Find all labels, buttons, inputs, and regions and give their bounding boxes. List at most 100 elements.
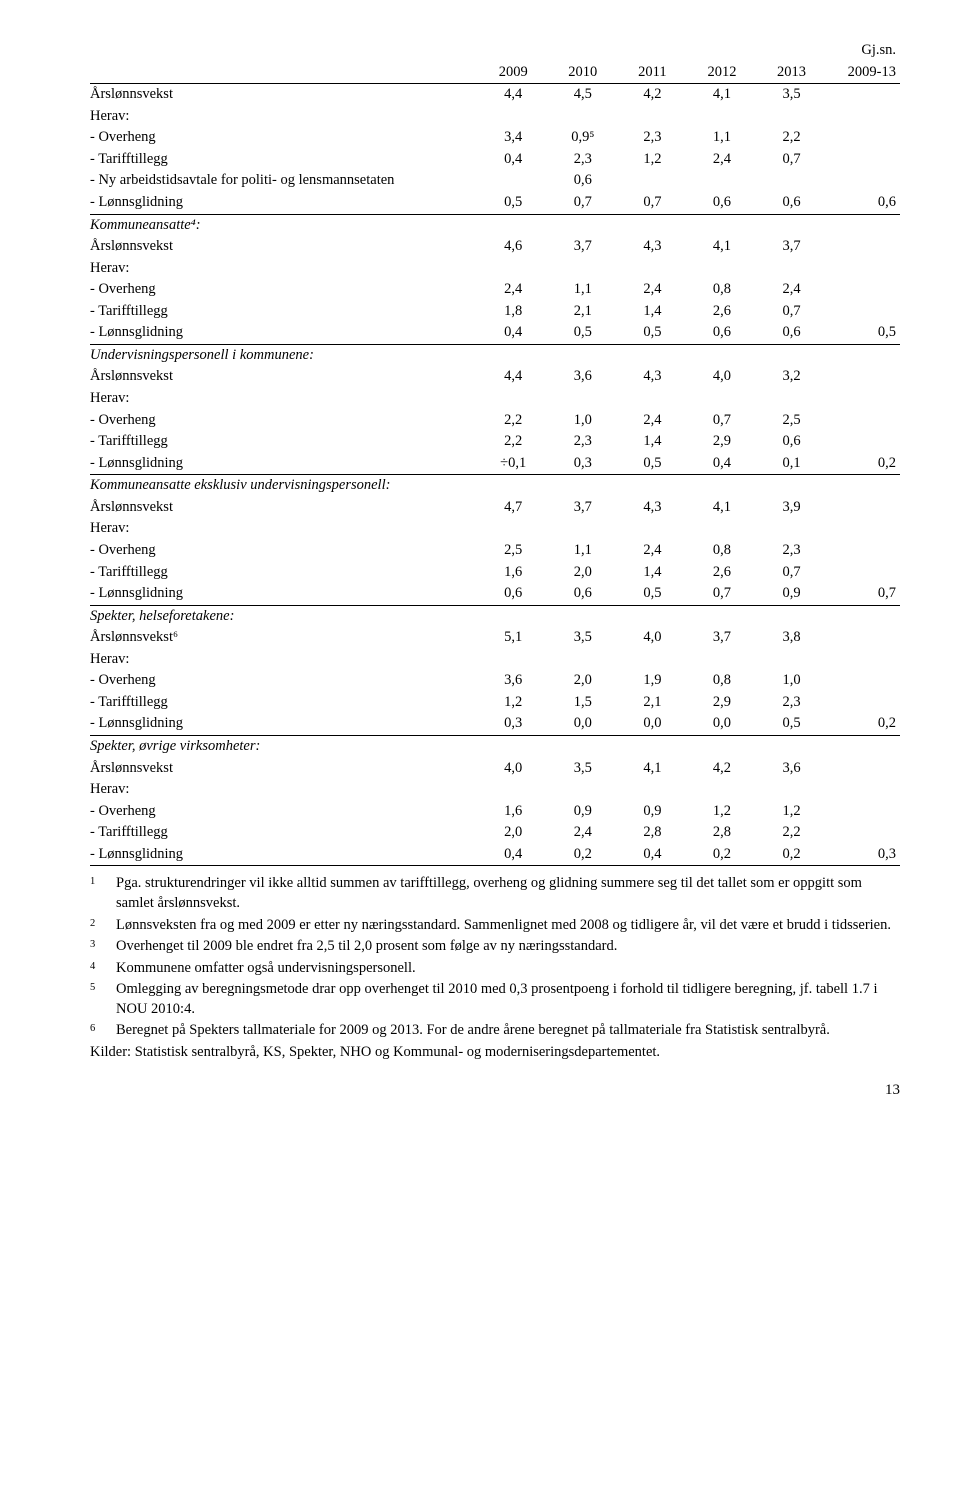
cell-value: 3,8 [757,627,827,649]
cell-value: 2,4 [618,279,688,301]
section-title: Kommuneansatte eksklusiv undervisningspe… [90,475,478,497]
cell-value: 0,2 [548,844,618,866]
footnote-text: Omlegging av beregningsmetode drar opp o… [116,980,900,1019]
cell-value: 1,4 [618,431,688,453]
header-avg-top: Gj.sn. [826,40,900,62]
cell-value: 2,8 [687,822,757,844]
cell-value: 0,9 [548,801,618,823]
cell-avg [826,540,900,562]
cell-value: 3,4 [478,127,548,149]
cell-avg [826,822,900,844]
cell-value: 1,8 [478,301,548,323]
cell-avg [826,236,900,258]
cell-value: 1,1 [548,540,618,562]
section-title: Kommuneansatte⁴: [90,214,478,236]
footnote-mark: 6 [90,1021,116,1041]
footnote-mark: 1 [90,874,116,913]
cell-value: 1,2 [687,801,757,823]
cell-value: 1,6 [478,562,548,584]
cell-avg [826,301,900,323]
cell-value: 2,3 [618,127,688,149]
cell-value [548,518,618,540]
cell-value: 2,0 [478,822,548,844]
cell-value: 2,3 [548,149,618,171]
cell-value: 0,3 [478,713,548,735]
row-label: - Overheng [90,801,478,823]
cell-value: 0,6 [548,583,618,605]
row-label: - Ny arbeidstidsavtale for politi- og le… [90,170,478,192]
cell-value: 1,1 [548,279,618,301]
header-year: 2012 [687,62,757,84]
cell-value: 0,7 [757,301,827,323]
cell-value: 0,7 [687,583,757,605]
cell-value [757,258,827,280]
header-year: 2010 [548,62,618,84]
cell-value: 5,1 [478,627,548,649]
cell-value: 2,2 [478,431,548,453]
cell-avg [826,649,900,671]
cell-value: 0,4 [618,844,688,866]
cell-value: 1,2 [618,149,688,171]
cell-value [687,170,757,192]
cell-value: 2,0 [548,670,618,692]
cell-value: 0,4 [687,453,757,475]
row-label: - Overheng [90,540,478,562]
cell-avg [826,149,900,171]
footnote-text: Overhenget til 2009 ble endret fra 2,5 t… [116,937,900,957]
cell-value [548,258,618,280]
cell-value: 0,5 [618,453,688,475]
cell-value: 4,2 [687,758,757,780]
cell-avg [826,758,900,780]
cell-value: 2,4 [478,279,548,301]
cell-value [548,106,618,128]
cell-value: 3,6 [757,758,827,780]
cell-value: 2,8 [618,822,688,844]
cell-avg: 0,7 [826,583,900,605]
cell-value: 3,9 [757,497,827,519]
row-label: - Lønnsglidning [90,192,478,214]
footnote-mark: 5 [90,980,116,1019]
footnote-mark: 4 [90,959,116,979]
cell-value: 4,4 [478,84,548,106]
cell-value [687,649,757,671]
cell-avg [826,279,900,301]
row-label: Herav: [90,258,478,280]
cell-value [548,649,618,671]
row-label: - Overheng [90,410,478,432]
wage-growth-table: Gj.sn. 2009 2010 2011 2012 2013 2009-13 … [90,40,900,866]
cell-value [618,518,688,540]
cell-value: 1,4 [618,562,688,584]
cell-value: 1,1 [687,127,757,149]
section-title: Spekter, øvrige virksomheter: [90,736,478,758]
cell-avg [826,431,900,453]
cell-value: 2,2 [478,410,548,432]
cell-value [757,106,827,128]
cell-avg [826,497,900,519]
cell-value [478,518,548,540]
cell-value: 1,0 [548,410,618,432]
cell-value: 0,4 [478,149,548,171]
cell-value: 0,6 [757,322,827,344]
footnote-mark: 2 [90,916,116,936]
cell-value: 4,1 [687,497,757,519]
cell-value: 0,9 [757,583,827,605]
footnote: 4Kommunene omfatter også undervisningspe… [90,959,900,979]
cell-value: 0,2 [757,844,827,866]
cell-value [478,779,548,801]
cell-value: 0,7 [757,562,827,584]
section-title: Spekter, helseforetakene: [90,605,478,627]
footnotes: 1Pga. strukturendringer vil ikke alltid … [90,874,900,1041]
row-label: - Lønnsglidning [90,322,478,344]
cell-value: 1,4 [618,301,688,323]
cell-value: 0,7 [687,410,757,432]
cell-value: 3,5 [548,627,618,649]
footnote: 1Pga. strukturendringer vil ikke alltid … [90,874,900,913]
cell-value: 0,6 [687,322,757,344]
cell-value [618,779,688,801]
cell-value [478,106,548,128]
cell-value: 2,9 [687,692,757,714]
footnote-mark: 3 [90,937,116,957]
cell-value: 2,6 [687,562,757,584]
cell-avg: 0,2 [826,453,900,475]
cell-value [618,170,688,192]
